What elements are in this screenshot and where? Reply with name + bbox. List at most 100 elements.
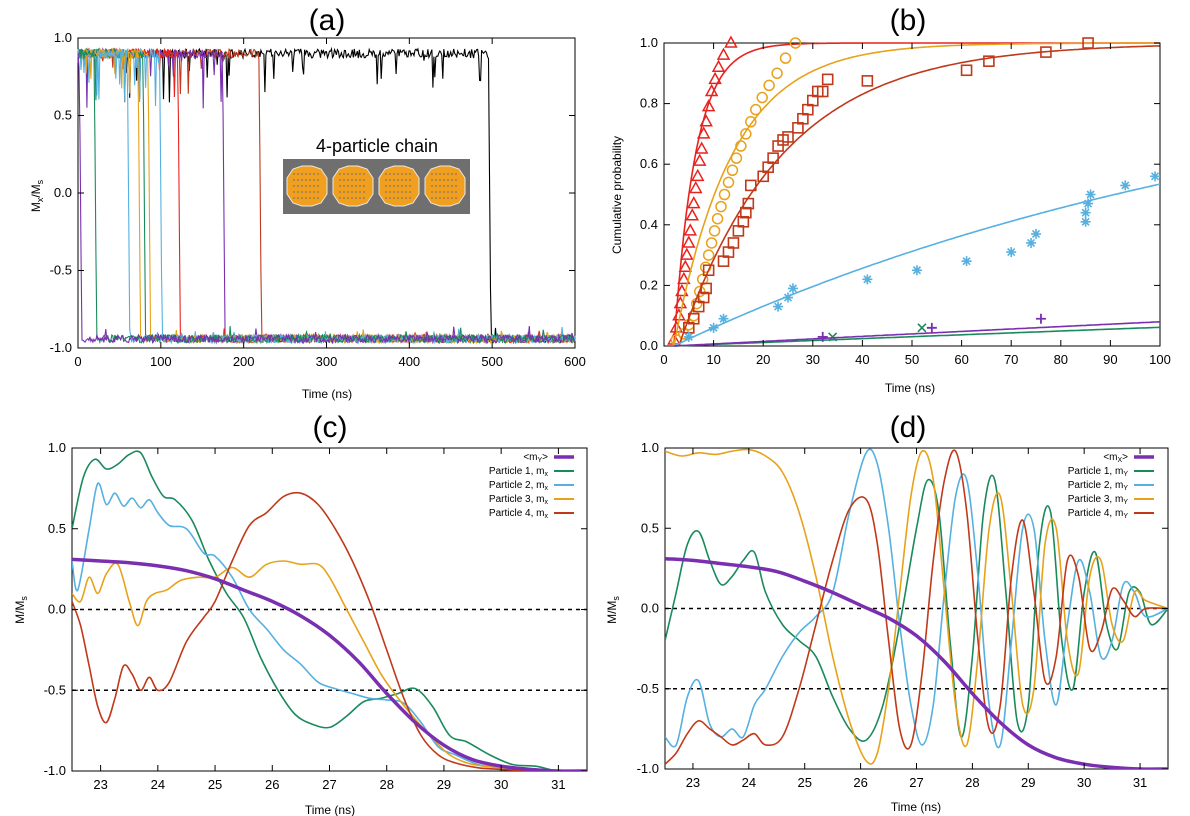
panel-d-ylabel-sub: s [611,596,621,601]
x-tick-label-c-3: 26 [265,777,279,792]
marker-triangles-19 [704,83,719,97]
marker-triangles-23 [724,35,738,48]
y-tick-label-b-0: 0.0 [640,338,658,353]
marker-crosses-0 [828,332,838,342]
panel-a-trajectory-1 [77,52,576,345]
x-tick-label-b-10: 100 [1149,352,1171,367]
marker-circles-21 [756,91,768,104]
panel-b-axes: 0 10 20 30 40 50 60 70 80 90 100 0.0 0.2 0.4 0.6 0.8 1.0 [640,35,1171,367]
marker-circles-18 [740,128,752,140]
marker-squares-30 [1040,46,1052,58]
y-tick-label-c-0: -1.0 [44,763,66,778]
marker-circles-15 [726,164,739,177]
marker-triangles-16 [696,126,711,139]
y-tick-label-a-2: 0.0 [54,185,72,200]
marker-triangles-18 [701,99,716,112]
legend-label-d-2: Particle 2, mY [1068,480,1129,492]
panel-a: (a) 0 100 200 300 400 500 600 -1.0 -0.5 0.0 0.5 1.0… [29,4,586,401]
marker-triangles-12 [688,180,703,194]
panel-d-ylabel-main: M/M [605,601,619,624]
y-tick-label-d-2: 0.0 [641,601,659,616]
marker-stars-16 [1120,180,1131,191]
marker-triangles-22 [716,47,731,60]
panel-a-ylabel-sep: /M [29,184,43,197]
marker-triangles-14 [692,153,707,166]
legend-label-sub: x [545,471,549,478]
legend-label-sub: Y [537,457,542,464]
marker-circles-9 [705,237,718,249]
panel-c-xlabel: Time (ns) [305,803,355,816]
panel-d-axes: 23 24 25 26 27 28 29 30 31 -1.0 -0.5 0.0 0.5 1.0 [637,440,1168,790]
y-tick-label-c-4: 1.0 [48,440,66,455]
y-tick-label-b-3: 0.6 [640,156,658,171]
panel-d-label: (d) [890,411,927,444]
marker-squares-4 [700,282,712,295]
marker-triangles-5 [677,271,691,285]
panel-a-ylabel-main: M [29,202,43,212]
marker-circles-22 [763,79,775,92]
marker-plus-2 [1035,313,1046,324]
fit-curve-stars [673,183,1161,347]
marker-stars-12 [1080,216,1091,227]
panel-a-ylabel-sub1: x [35,197,45,202]
y-tick-label-c-1: -0.5 [44,682,66,697]
marker-circles-19 [745,116,757,128]
legend-label-base: <m [1103,452,1117,463]
marker-triangles-21 [711,59,726,72]
marker-circles-8 [702,249,715,261]
panel-b-label: (b) [890,4,927,37]
legend-label-sub: x [545,513,549,520]
marker-stars-8 [961,256,972,267]
legend-label-sub: Y [1123,513,1128,520]
panel-a-label: (a) [309,4,346,37]
legend-label-d-1: Particle 1, mY [1068,466,1129,478]
marker-squares-26 [821,73,834,86]
marker-triangles-15 [694,141,709,154]
marker-circles-16 [730,152,743,164]
particle-chain-particles [286,165,466,207]
curve-c-1 [72,450,587,771]
legend-label-sub: Y [1123,485,1128,492]
legend-label-base: Particle 1, m [1068,466,1124,477]
legend-label-d-0: <mX> [1103,452,1128,464]
marker-circles-20 [750,103,762,116]
y-tick-label-d-1: -0.5 [637,681,659,696]
panel-b-ylabel: Cumulative probability [610,136,624,254]
marker-squares-27 [861,75,874,87]
marker-squares-12 [742,197,755,210]
marker-stars-13 [1080,207,1091,218]
y-tick-label-d-3: 0.5 [641,520,659,535]
y-tick-label-a-0: -1.0 [50,340,72,355]
panel-c: (c) 23 24 25 26 27 28 29 30 31-1.0-0.50.00.51.0 … [13,411,588,816]
legend-label-c-0: <mY> [523,452,548,464]
marker-triangles-6 [678,259,693,272]
marker-circles-13 [718,188,731,201]
x-tick-label-b-4: 40 [855,352,869,367]
marker-triangles-10 [685,208,700,221]
x-tick-label-b-1: 10 [706,352,720,367]
marker-stars-7 [911,265,922,276]
marker-stars-17 [1150,171,1161,182]
legend-label-sub: x [545,499,549,506]
panel-b-plot-area [663,42,1161,347]
x-tick-label-a-0: 0 [74,354,81,369]
fit-curve-crosses [673,326,1161,347]
curve-c-3 [72,560,587,771]
x-tick-label-c-6: 29 [437,777,451,792]
marker-circles-14 [722,176,735,189]
x-tick-label-c-2: 25 [208,777,222,792]
panel-b: (b) 0 10 20 30 40 50 60 70 80 90 100 0.0 0.2 0.4 0.6 0.… [610,4,1171,395]
panel-a-ylabel-sub2: s [35,179,45,184]
legend-label-c-1: Particle 1, mx [489,466,549,478]
marker-squares-3 [697,291,710,304]
marker-triangles-13 [690,168,705,182]
legend-label-tail: > [542,452,548,463]
panel-a-inset-title: 4-particle chain [316,136,438,156]
y-tick-label-a-4: 1.0 [54,30,72,45]
legend-label-tail: > [1122,452,1128,463]
legend-label-base: Particle 1, m [489,466,545,477]
marker-triangles-4 [675,283,689,297]
